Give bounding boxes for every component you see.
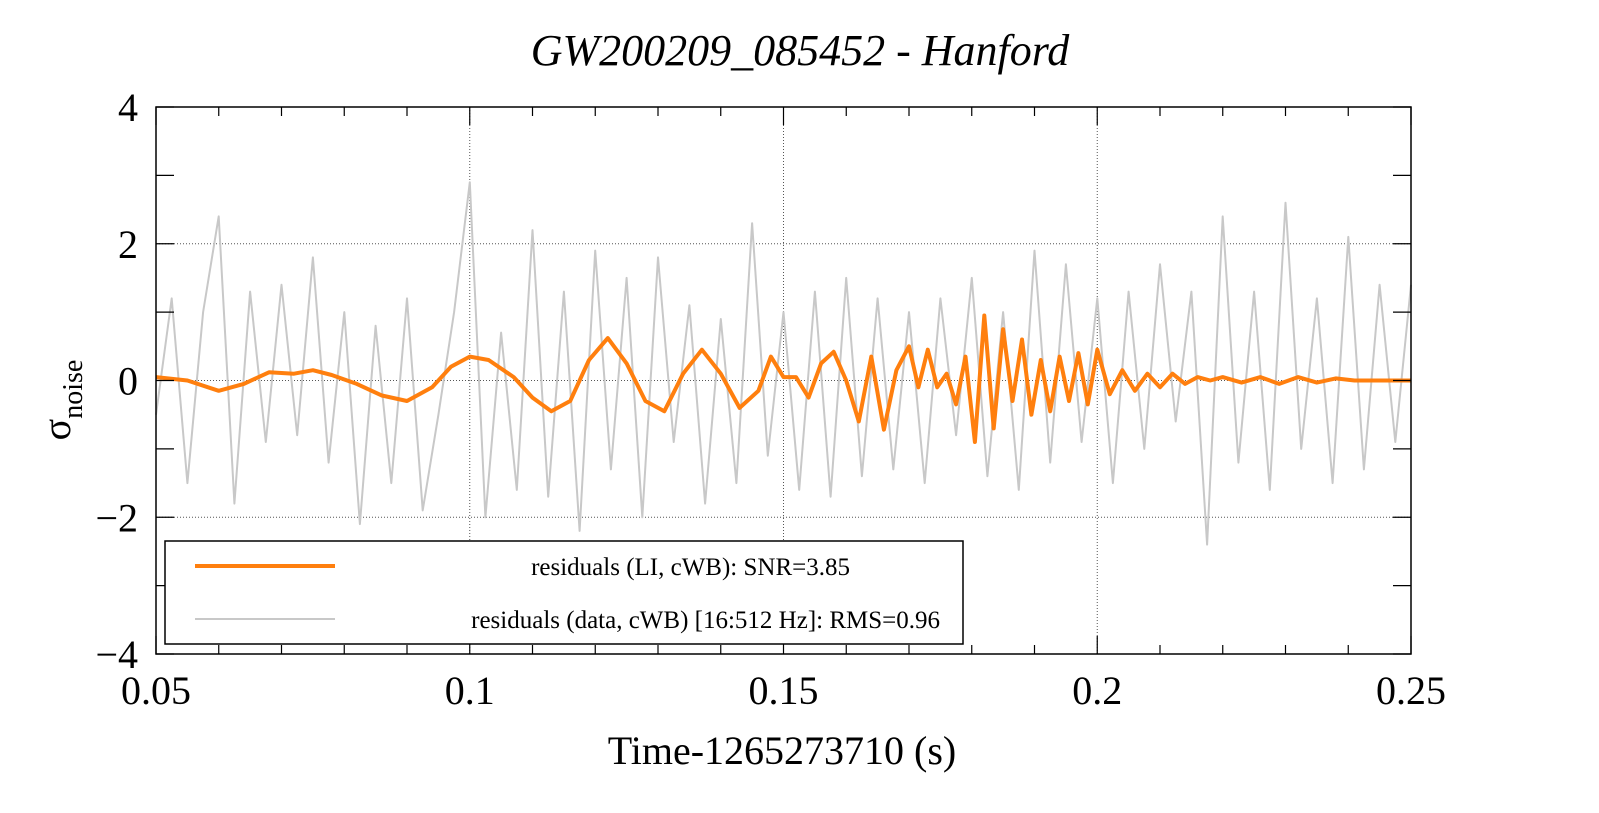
y-tick-label: 0 <box>118 359 138 404</box>
y-axis-label-subscript: noise <box>58 360 89 419</box>
tick-labels: 0.05 0.1 0.15 0.2 0.25 −4 −2 0 2 4 <box>95 85 1446 713</box>
legend: residuals (LI, cWB): SNR=3.85 residuals … <box>164 540 964 645</box>
legend-label-data: residuals (data, cWB) [16:512 Hz]: RMS=0… <box>471 607 940 634</box>
x-tick-label: 0.05 <box>121 668 191 713</box>
x-tick-label: 0.2 <box>1072 668 1122 713</box>
series-li-line <box>155 313 1411 444</box>
x-axis-label: Time-1265273710 (s) <box>608 728 957 773</box>
y-axis-label-symbol: σ <box>34 419 79 441</box>
y-axis-label-group: σnoise <box>34 360 89 441</box>
x-tick-label: 0.15 <box>749 668 819 713</box>
legend-label-li: residuals (LI, cWB): SNR=3.85 <box>531 554 850 581</box>
series-layer <box>155 181 1412 546</box>
x-tick-label: 0.1 <box>445 668 495 713</box>
legend-box <box>164 540 964 645</box>
y-axis-label: σnoise <box>34 360 89 441</box>
y-tick-label: 4 <box>118 85 138 130</box>
x-tick-label: 0.25 <box>1376 668 1446 713</box>
grid <box>156 107 1411 654</box>
y-tick-label: −2 <box>95 495 138 540</box>
series-data-line <box>155 181 1412 546</box>
y-tick-label: −4 <box>95 632 138 677</box>
chart-title: GW200209_085452 - Hanford <box>531 26 1071 75</box>
ticks <box>155 106 1412 655</box>
y-tick-label: 2 <box>118 222 138 267</box>
